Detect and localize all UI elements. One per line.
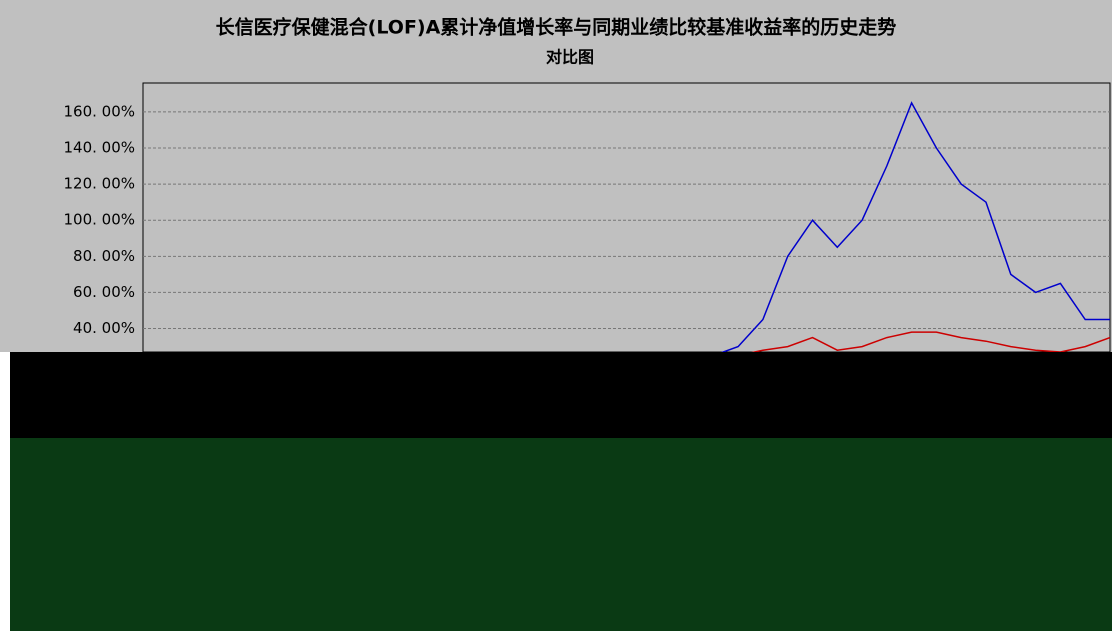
series-line [751, 331, 1110, 352]
series-line [721, 101, 1110, 352]
y-tick-label: 40. 00% [73, 319, 135, 337]
lines [721, 101, 1110, 352]
chart-title: 长信医疗保健混合(LOF)A累计净值增长率与同期业绩比较基准收益率的历史走势 [216, 16, 897, 39]
y-tick-label: 80. 00% [73, 247, 135, 265]
y-tick-label: 60. 00% [73, 283, 135, 301]
y-tick-label: 120. 00% [63, 175, 135, 193]
y-tick-label: 160. 00% [63, 102, 135, 120]
chart-subtitle: 对比图 [546, 48, 594, 67]
corrupted-band [10, 352, 1112, 438]
corrupted-area [10, 438, 1112, 631]
y-tick-label: 100. 00% [63, 211, 135, 229]
grid: 40. 00% 60. 00% 80. 00% 100. 00% 120. 00% 140… [63, 102, 1110, 337]
y-tick-label: 140. 00% [63, 138, 135, 156]
plot-area [142, 82, 1111, 353]
